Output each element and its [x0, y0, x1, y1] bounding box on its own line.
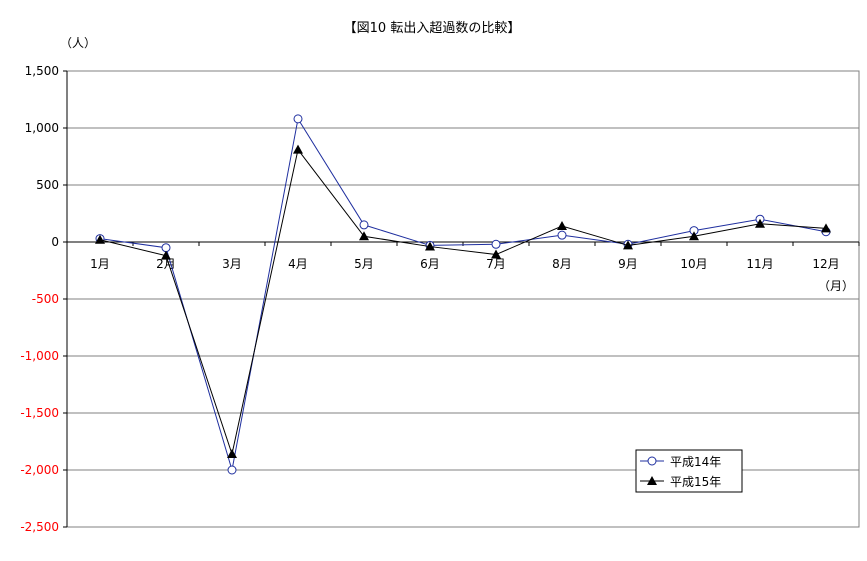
data-point: [557, 221, 567, 231]
data-point: [623, 240, 633, 250]
data-point: [227, 465, 237, 475]
axes: [63, 70, 860, 528]
chart-title: 【図10 転出入超過数の比較】: [344, 21, 521, 36]
data-point: [425, 241, 435, 251]
y-tick-label: -1,500: [20, 406, 59, 420]
data-point: [227, 449, 237, 459]
x-tick-label: 5月: [354, 257, 374, 271]
data-point: [161, 250, 171, 260]
data-point: [95, 234, 105, 244]
series-line-2: [99, 148, 827, 456]
data-point: [491, 239, 501, 249]
y-tick-label: 0: [51, 235, 59, 249]
x-tick-label: 6月: [420, 257, 440, 271]
y-tick-label: -500: [32, 292, 59, 306]
data-point: [161, 243, 171, 253]
x-tick-label: 4月: [288, 257, 308, 271]
data-point: [293, 114, 303, 124]
legend: 平成14年 平成15年: [635, 449, 743, 493]
x-tick-label: 11月: [746, 257, 773, 271]
x-tick-label: 10月: [680, 257, 707, 271]
x-tick-label: 7月: [486, 257, 506, 271]
data-point: [689, 231, 699, 241]
x-tick-label: 12月: [812, 257, 839, 271]
y-tick-label: 1,500: [25, 64, 59, 78]
data-point: [557, 230, 567, 240]
y-tick-label: 1,000: [25, 121, 59, 135]
data-point: [293, 144, 303, 154]
data-point: [821, 223, 831, 233]
legend-label-series-1: 平成14年: [670, 455, 721, 469]
legend-marker-series-1: [647, 456, 657, 466]
y-tick-label: -2,000: [20, 463, 59, 477]
gridlines: [66, 70, 860, 528]
y-tick-label: -2,500: [20, 520, 59, 534]
data-point: [491, 249, 501, 259]
x-tick-label: 9月: [618, 257, 638, 271]
y-axis-label: （人）: [60, 36, 96, 50]
series-line-1: [99, 117, 827, 471]
legend-marker-series-2: [647, 476, 657, 485]
series-lines: [95, 114, 831, 475]
x-tick-label: 8月: [552, 257, 572, 271]
data-point: [359, 231, 369, 241]
y-tick-label: 500: [36, 178, 59, 192]
data-point: [755, 218, 765, 228]
x-tick-label: 2月: [156, 257, 176, 271]
x-axis-label: （月）: [818, 279, 854, 293]
legend-label-series-2: 平成15年: [670, 475, 721, 489]
x-category-labels: 1月 2月 3月 4月 5月 6月 7月 8月 9月 10月 11月 12月: [90, 257, 839, 271]
data-point: [359, 220, 369, 230]
x-tick-label: 1月: [90, 257, 110, 271]
y-tick-label: -1,000: [20, 349, 59, 363]
y-tick-labels: 1,500 1,000 500 0 -500 -1,000 -1,500 -2,000 -2,5…: [20, 64, 59, 534]
x-tick-label: 3月: [222, 257, 242, 271]
